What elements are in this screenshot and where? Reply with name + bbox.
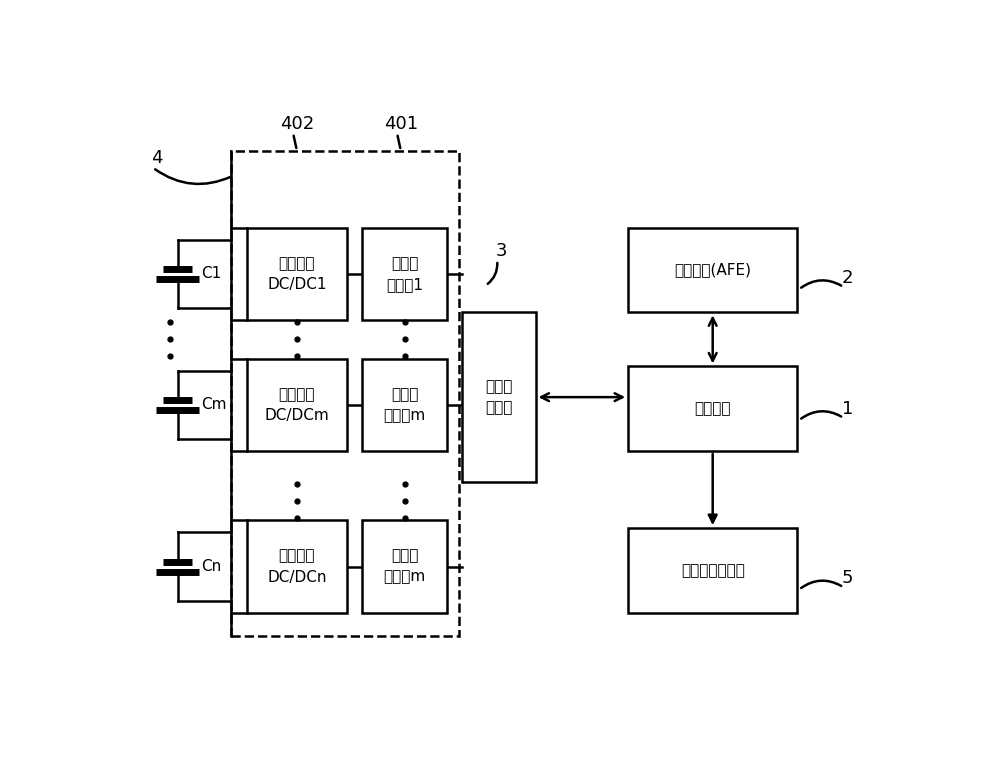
Text: 4: 4: [151, 150, 163, 167]
Text: 驱动控
制单元m: 驱动控 制单元m: [384, 387, 426, 423]
Text: 402: 402: [280, 115, 314, 133]
Text: 3: 3: [495, 242, 507, 260]
Bar: [462, 312, 536, 482]
Bar: [628, 367, 797, 451]
Bar: [247, 359, 347, 451]
Text: 双向隔离
DC/DCm: 双向隔离 DC/DCm: [265, 387, 329, 423]
Bar: [231, 151, 459, 636]
Bar: [628, 228, 797, 312]
Text: C1: C1: [201, 267, 221, 281]
Text: 驱动控
制单元m: 驱动控 制单元m: [384, 549, 426, 584]
Text: Cn: Cn: [201, 559, 221, 574]
Text: 模拟前端(AFE): 模拟前端(AFE): [674, 263, 751, 277]
Bar: [362, 228, 447, 320]
Text: 均衡控
制单元: 均衡控 制单元: [485, 379, 513, 415]
Text: 1: 1: [842, 400, 853, 418]
Text: 5: 5: [842, 569, 853, 587]
Text: 2: 2: [842, 269, 853, 287]
Bar: [362, 359, 447, 451]
Text: Cm: Cm: [201, 398, 226, 412]
Bar: [628, 528, 797, 613]
Text: 双向隔离
DC/DC1: 双向隔离 DC/DC1: [267, 256, 327, 292]
Bar: [362, 520, 447, 613]
Text: 驱动控
制单元1: 驱动控 制单元1: [386, 256, 423, 292]
Bar: [247, 520, 347, 613]
Bar: [247, 228, 347, 320]
Text: 主控制器: 主控制器: [694, 401, 731, 416]
Text: 双向隔离
DC/DCn: 双向隔离 DC/DCn: [267, 549, 327, 584]
Text: 充放电控制单元: 充放电控制单元: [681, 563, 745, 578]
Text: 401: 401: [384, 115, 418, 133]
